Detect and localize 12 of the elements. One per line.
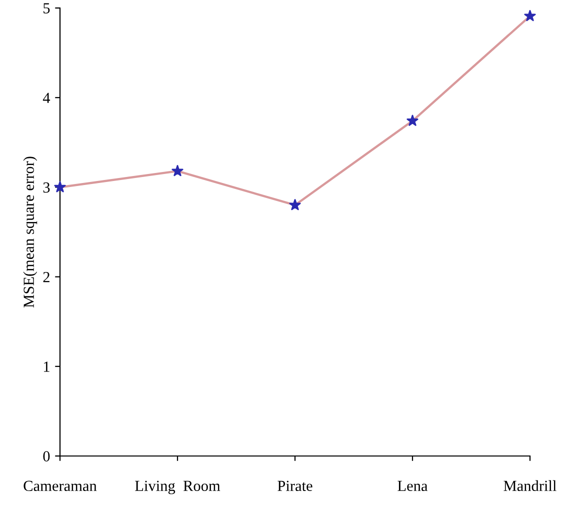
y-tick-label: 3 [43, 182, 50, 193]
x-tick-label: Cameraman [24, 480, 97, 492]
x-tick-label: Living Room [135, 480, 220, 494]
y-tick-label: 0 [43, 451, 50, 462]
x-tick-label: Mandrill [504, 480, 556, 492]
y-axis-title: MSE(mean square error) [23, 156, 38, 308]
y-tick-label: 4 [42, 92, 50, 103]
y-tick-label: 2 [43, 272, 50, 282]
x-tick-label: Pirate [278, 480, 312, 492]
y-tick-label: 1 [44, 362, 50, 372]
x-tick-label: Lena [398, 480, 428, 492]
y-tick-label: 5 [44, 3, 50, 14]
